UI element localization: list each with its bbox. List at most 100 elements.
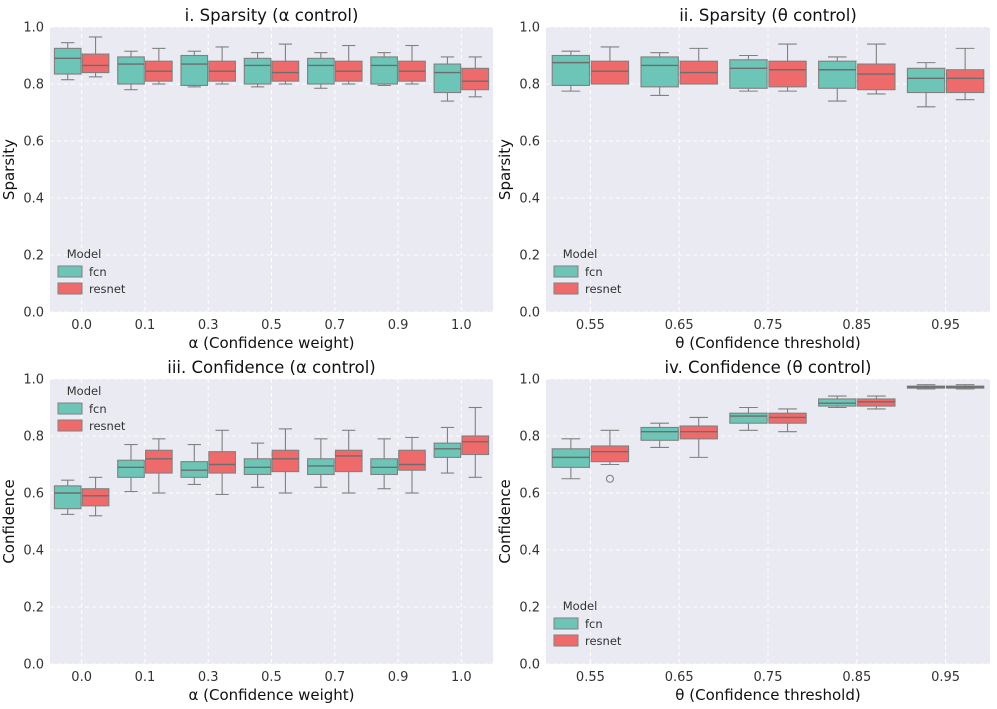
panel-title: iii. Confidence (α control) — [167, 358, 375, 377]
iqr-box — [398, 449, 426, 471]
box-fcn-0.7 — [307, 52, 335, 89]
box-resnet-0.55 — [590, 429, 630, 483]
x-tick-label: 1.0 — [451, 670, 472, 685]
iqr-box — [271, 449, 300, 473]
iqr-box — [729, 59, 768, 89]
legend: Model fcn resnet — [553, 599, 622, 648]
iqr-box — [370, 458, 398, 476]
legend-swatch-resnet — [57, 282, 83, 295]
x-tick-label: 0.85 — [842, 670, 871, 685]
box-resnet-0.55 — [590, 46, 630, 85]
x-tick-label: 0.95 — [931, 670, 960, 685]
box-fcn-0.95 — [906, 62, 946, 108]
legend-swatch-resnet — [553, 634, 579, 647]
box-fcn-0.0 — [53, 479, 82, 515]
box-resnet-0.65 — [679, 416, 718, 458]
iqr-box — [307, 458, 335, 476]
iqr-box — [640, 426, 679, 441]
y-tick-label: 0.6 — [23, 487, 44, 502]
legend-swatch-resnet — [57, 419, 83, 432]
box-fcn-0.1 — [117, 50, 145, 91]
legend-title: Model — [563, 599, 598, 613]
iqr-box — [117, 459, 145, 478]
x-axis-label: α (Confidence weight) — [188, 686, 354, 704]
iqr-box — [271, 60, 300, 82]
y-tick-label: 1.0 — [519, 21, 540, 36]
iqr-box — [243, 458, 272, 476]
y-tick-label: 0.6 — [23, 135, 44, 150]
box-fcn-0.7 — [307, 438, 335, 488]
y-axis-label: Sparsity — [496, 139, 514, 200]
box-fcn-0.9 — [370, 438, 398, 490]
y-tick-label: 0.2 — [519, 601, 540, 616]
legend-label-resnet: resnet — [89, 282, 126, 296]
legend: Model fcn resnet — [553, 247, 622, 296]
y-tick-label: 0.0 — [519, 306, 540, 321]
y-tick-label: 0.4 — [519, 544, 540, 559]
y-tick-label: 1.0 — [23, 373, 44, 388]
panel-4: 0.0 0.2 0.4 0.6 0.8 1.0 0.55 0.65 0.75 0.85 0.95 iv… — [496, 358, 990, 704]
x-tick-label: 0.5 — [261, 670, 282, 685]
x-tick-label: 0.9 — [388, 670, 409, 685]
panel-title: ii. Sparsity (θ control) — [679, 6, 857, 25]
iqr-box — [307, 57, 335, 85]
panel-title: iv. Confidence (θ control) — [665, 358, 872, 377]
legend-label-fcn: fcn — [585, 265, 603, 279]
legend-title: Model — [67, 247, 102, 261]
y-tick-label: 0.8 — [23, 78, 44, 93]
box-resnet-0.85 — [857, 43, 896, 95]
legend-swatch-fcn — [553, 265, 579, 278]
iqr-box — [857, 398, 896, 407]
y-tick-label: 0.2 — [23, 249, 44, 264]
box-resnet-0.1 — [145, 438, 173, 494]
iqr-box — [945, 69, 985, 94]
iqr-box — [590, 60, 630, 85]
box-resnet-0.85 — [857, 395, 896, 410]
y-tick-label: 0.0 — [23, 658, 44, 673]
iqr-box — [906, 67, 946, 94]
iqr-box — [857, 63, 896, 91]
y-tick-label: 0.2 — [519, 249, 540, 264]
panel-title: i. Sparsity (α control) — [185, 6, 359, 25]
legend-label-resnet: resnet — [89, 419, 126, 433]
box-fcn-0.55 — [551, 438, 591, 480]
iqr-box — [53, 47, 82, 75]
iqr-box — [117, 56, 145, 85]
x-tick-label: 0.65 — [665, 670, 694, 685]
box-fcn-0.9 — [370, 52, 398, 86]
box-fcn-1.0 — [433, 56, 462, 102]
x-tick-label: 0.1 — [135, 670, 156, 685]
x-tick-label: 0.75 — [754, 318, 783, 333]
iqr-box — [81, 53, 110, 74]
iqr-box — [551, 54, 591, 86]
box-resnet-1.0 — [461, 56, 490, 98]
iqr-box — [729, 412, 768, 424]
y-tick-label: 0.8 — [519, 78, 540, 93]
x-axis-label: θ (Confidence threshold) — [675, 686, 860, 704]
iqr-box — [180, 54, 209, 86]
y-tick-label: 0.4 — [23, 544, 44, 559]
x-tick-label: 0.85 — [842, 318, 871, 333]
x-tick-label: 1.0 — [451, 318, 472, 333]
box-fcn-0.75 — [729, 406, 768, 431]
box-resnet-0.65 — [679, 47, 718, 85]
iqr-box — [433, 63, 462, 94]
iqr-box — [145, 449, 173, 474]
y-axis-label: Confidence — [496, 479, 514, 563]
box-resnet-0.5 — [271, 428, 300, 494]
x-tick-label: 0.5 — [261, 318, 282, 333]
x-tick-label: 0.7 — [324, 670, 345, 685]
x-tick-label: 0.0 — [71, 318, 92, 333]
iqr-box — [461, 435, 490, 456]
box-fcn-0.95 — [906, 384, 946, 390]
x-tick-label: 0.95 — [931, 318, 960, 333]
box-fcn-0.85 — [818, 56, 857, 102]
y-tick-label: 0.8 — [519, 430, 540, 445]
iqr-box — [81, 488, 110, 507]
iqr-box — [768, 412, 807, 424]
iqr-box — [551, 448, 591, 468]
box-fcn-0.3 — [180, 50, 209, 88]
box-resnet-1.0 — [461, 406, 490, 478]
box-resnet-0.5 — [271, 43, 300, 85]
